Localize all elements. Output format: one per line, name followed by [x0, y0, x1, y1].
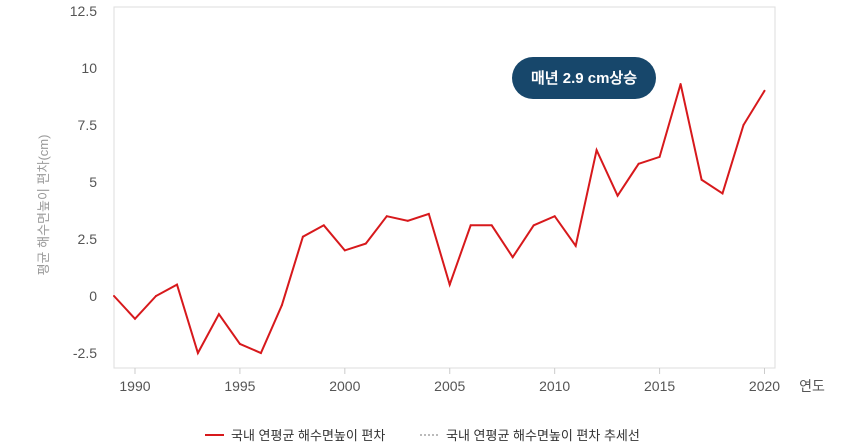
data-point: [301, 235, 304, 238]
data-point: [469, 224, 472, 227]
data-point: [616, 194, 619, 197]
data-point: [154, 295, 157, 297]
x-tick-label: 2020: [749, 378, 780, 394]
data-point: [595, 149, 598, 152]
data-point: [742, 124, 745, 126]
data-point: [406, 219, 409, 222]
data-point: [679, 82, 682, 85]
data-point: [511, 256, 514, 259]
data-point: [574, 244, 577, 247]
x-tick-label: 2005: [434, 378, 465, 394]
data-point: [364, 242, 367, 245]
x-tick-label: 2000: [329, 378, 360, 394]
data-point: [448, 283, 451, 286]
data-point: [175, 283, 178, 286]
data-point: [427, 212, 430, 215]
plot-border: [113, 6, 776, 369]
y-tick-label: 0: [89, 288, 97, 304]
data-point: [700, 178, 703, 181]
plot-area: [113, 6, 776, 369]
data-point: [113, 295, 115, 297]
data-point: [133, 317, 136, 320]
callout-text: 매년 2.9 cm상승: [531, 70, 637, 87]
series-line: [113, 83, 766, 356]
y-tick-label: 12.5: [70, 3, 97, 19]
y-tick-label: 7.5: [78, 117, 98, 133]
data-point: [217, 313, 220, 316]
legend-label-trend: 국내 연평균 해수면높이 편차 추세선: [446, 428, 640, 443]
trend-callout: 매년 2.9 cm상승: [512, 57, 656, 99]
series-layer: [113, 82, 766, 356]
x-tick-label: 2010: [539, 378, 570, 394]
data-point: [658, 155, 661, 158]
y-tick-label: 2.5: [78, 231, 98, 247]
x-axis-title: 연도: [799, 378, 825, 394]
x-tick-label: 1995: [224, 378, 255, 394]
data-point: [721, 192, 724, 195]
y-tick-label: 10: [81, 60, 97, 76]
x-axis-ticks: 1990 1995 2000 2005 2010 2015 2020: [119, 368, 780, 394]
data-point: [532, 224, 535, 227]
data-point: [259, 352, 262, 354]
data-point: [343, 249, 346, 252]
data-point: [196, 352, 199, 354]
data-point: [637, 162, 640, 165]
y-axis-title: 평균 해수면높이 편차(cm): [36, 135, 51, 276]
data-point: [238, 342, 241, 345]
data-point: [280, 304, 283, 307]
y-tick-label: -2.5: [73, 345, 97, 361]
data-point: [553, 215, 556, 218]
callout-badge: [512, 57, 656, 99]
legend: 국내 연평균 해수면높이 편차 국내 연평균 해수면높이 편차 추세선: [205, 428, 640, 443]
y-tick-label: 5: [89, 174, 97, 190]
data-point: [763, 89, 766, 92]
data-point: [385, 215, 388, 218]
x-tick-label: 1990: [119, 378, 150, 394]
legend-label-series: 국내 연평균 해수면높이 편차: [231, 428, 385, 443]
data-point: [490, 224, 493, 227]
x-tick-label: 2015: [644, 378, 675, 394]
data-point: [322, 224, 325, 227]
y-axis-ticks: -2.5 0 2.5 5 7.5 10 12.5: [70, 3, 97, 361]
